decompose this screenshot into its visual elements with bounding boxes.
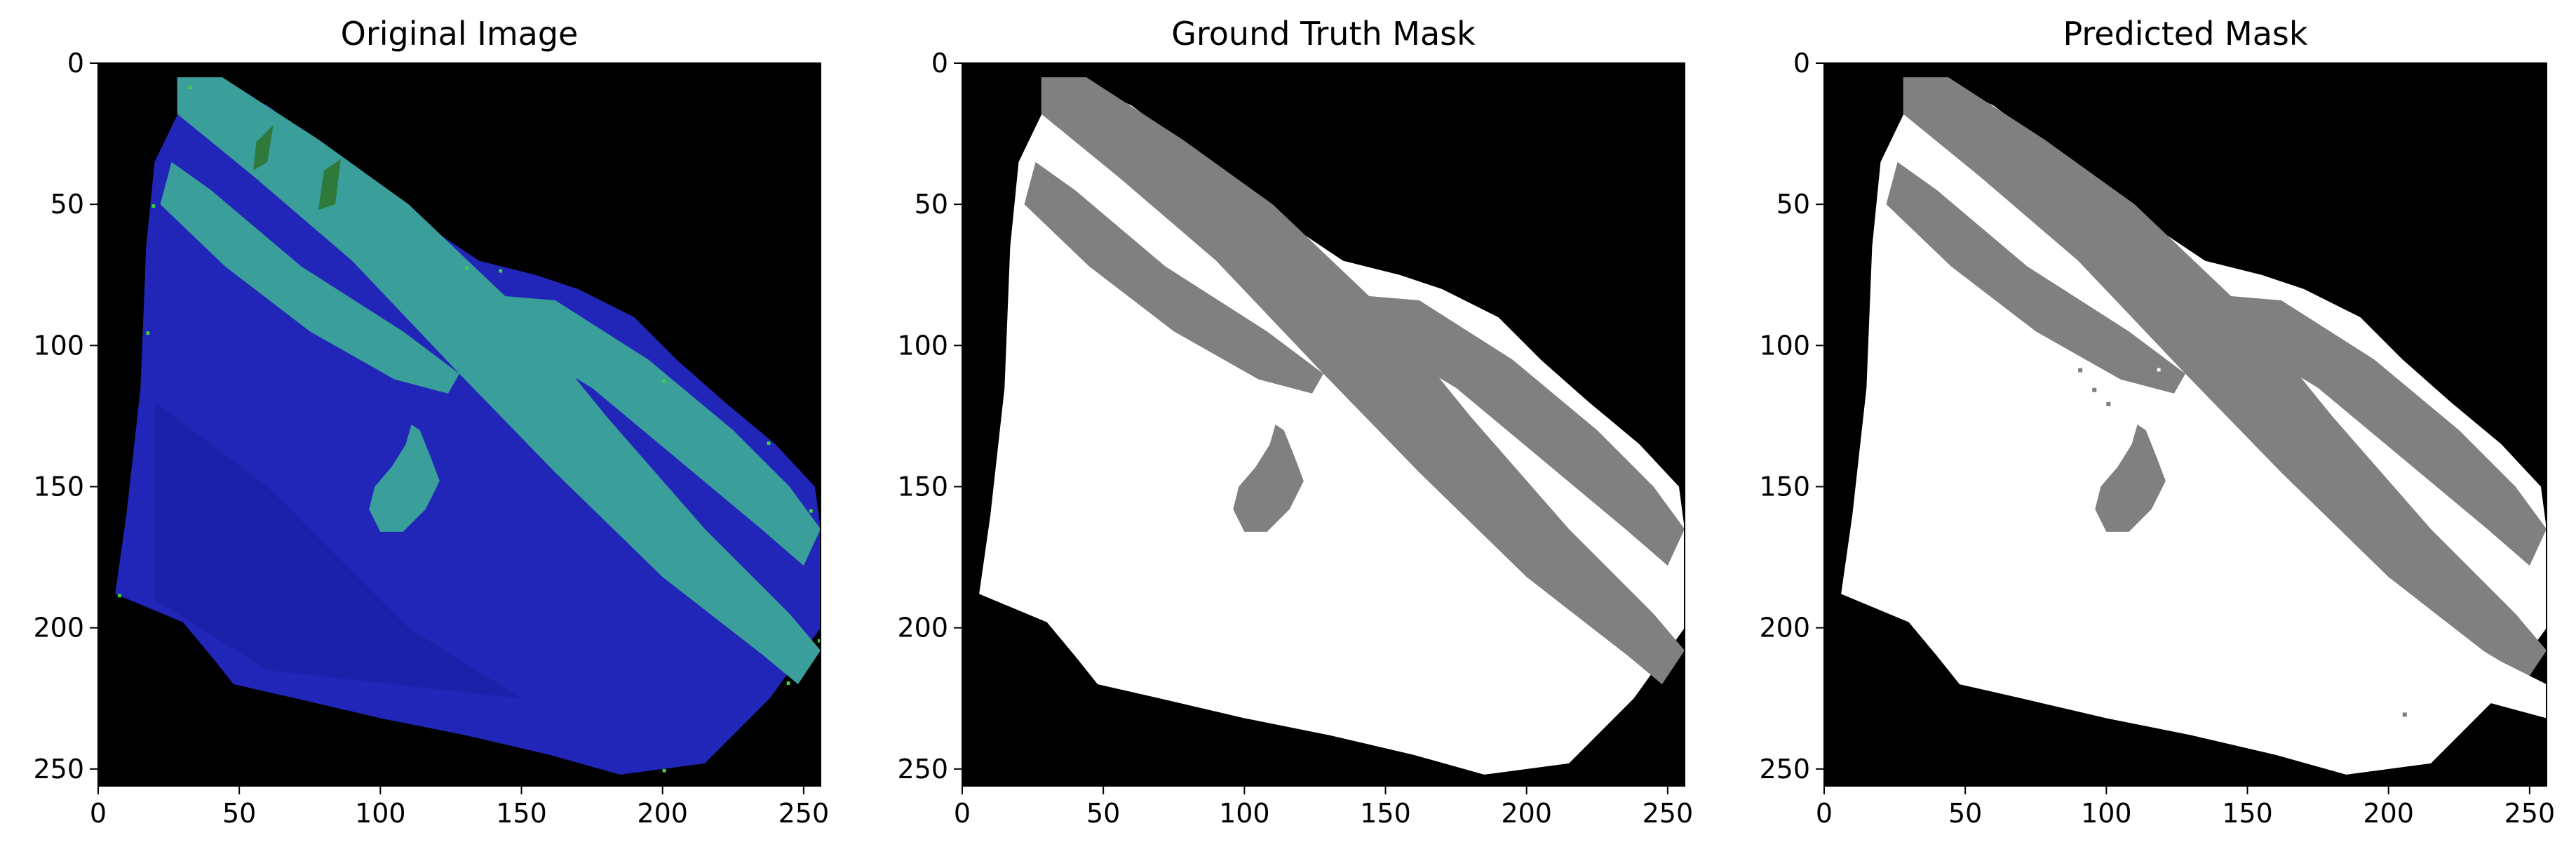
y-tick-label: 150: [1759, 472, 1810, 502]
x-tick-label: 150: [496, 798, 547, 829]
noise-pixel: [1858, 528, 1862, 533]
axes-frame: [97, 62, 821, 787]
noise-pixel: [2157, 368, 2161, 372]
y-tick-label: 100: [33, 330, 84, 361]
y-tick-label: 200: [897, 613, 948, 643]
y-tick-label: 0: [931, 48, 948, 79]
x-tick-label: 250: [778, 798, 830, 829]
predicted-mask-image: [1841, 77, 2547, 775]
noise-pixel: [2092, 387, 2097, 392]
y-tick-label: 200: [1759, 613, 1810, 643]
edge-speck: [809, 509, 813, 513]
edge-speck: [499, 269, 503, 273]
x-tick-label: 50: [1948, 798, 1982, 829]
panel-title: Predicted Mask: [2063, 15, 2307, 53]
noise-pixel: [2078, 368, 2083, 373]
x-tick-label: 200: [637, 798, 688, 829]
x-tick-label: 200: [2363, 798, 2414, 829]
noise-pixel: [2394, 676, 2398, 679]
y-tick-label: 0: [1793, 48, 1810, 79]
y-tick-label: 200: [33, 613, 84, 643]
x-tick-label: 150: [2222, 798, 2273, 829]
x-tick-label: 50: [222, 798, 256, 829]
axes-frame: [1823, 62, 2547, 787]
x-tick-label: 250: [1643, 798, 1694, 829]
edge-speck: [786, 681, 790, 685]
original-image: [115, 77, 821, 775]
edge-speck: [767, 441, 771, 445]
noise-pixel: [2402, 712, 2407, 717]
x-tick-label: 0: [90, 798, 107, 829]
x-tick-label: 50: [1086, 798, 1120, 829]
edge-speck: [662, 379, 666, 383]
x-tick-label: 0: [1816, 798, 1833, 829]
y-tick-label: 50: [915, 189, 948, 220]
noise-pixel: [2176, 393, 2180, 397]
x-tick-label: 250: [2504, 798, 2556, 829]
tissue-shade: [154, 401, 522, 699]
y-tick-label: 100: [897, 330, 948, 361]
stripe-streaks: [253, 125, 342, 211]
y-tick-label: 150: [897, 472, 948, 502]
edge-speck: [146, 331, 150, 335]
y-tick-label: 50: [1776, 189, 1810, 220]
edge-speck: [465, 266, 468, 270]
x-tick-label: 200: [1501, 798, 1552, 829]
noise-pixel: [1852, 557, 1856, 561]
axes-frame: [962, 62, 1685, 787]
edge-speck: [817, 639, 821, 643]
x-tick-label: 100: [355, 798, 406, 829]
y-tick-label: 0: [67, 48, 84, 79]
panel-title: Ground Truth Mask: [1171, 15, 1476, 53]
edge-speck: [188, 86, 192, 90]
y-tick-label: 250: [1759, 754, 1810, 785]
y-tick-label: 50: [50, 189, 84, 220]
x-tick-label: 150: [1360, 798, 1411, 829]
noise-pixel: [1849, 542, 1854, 547]
edge-speck: [662, 768, 666, 773]
x-tick-label: 100: [2081, 798, 2132, 829]
noise-pixel: [2445, 679, 2448, 682]
y-tick-label: 250: [33, 754, 84, 785]
panel-title: Original Image: [341, 15, 579, 53]
noise-pixel: [2106, 401, 2111, 406]
y-tick-label: 250: [897, 754, 948, 785]
y-tick-label: 100: [1759, 330, 1810, 361]
x-tick-label: 100: [1219, 798, 1270, 829]
y-tick-label: 150: [33, 472, 84, 502]
x-tick-label: 0: [954, 798, 971, 829]
noise-pixel: [2388, 670, 2392, 674]
noise-pixel: [2349, 681, 2353, 685]
edge-speck: [151, 204, 156, 208]
edge-speck: [118, 594, 121, 598]
